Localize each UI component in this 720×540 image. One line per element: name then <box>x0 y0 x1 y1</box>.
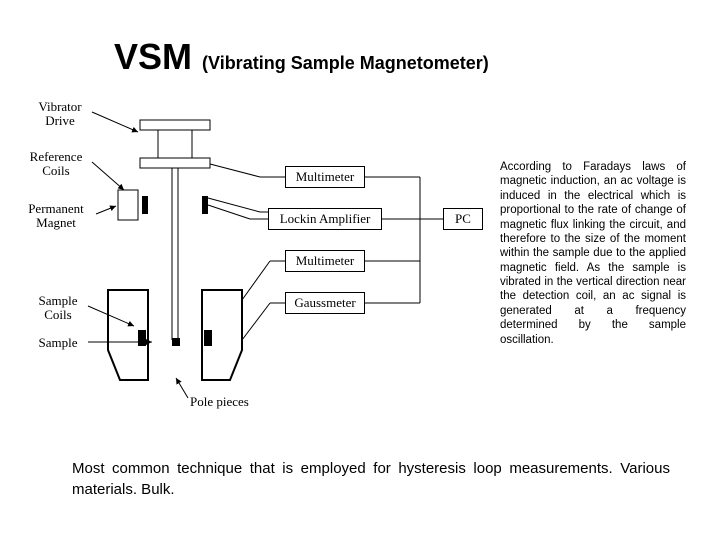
summary-text: Most common technique that is employed f… <box>72 458 670 500</box>
schematic-svg <box>0 90 500 430</box>
page-title: VSM (Vibrating Sample Magnetometer) <box>114 36 489 78</box>
title-expansion: (Vibrating Sample Magnetometer) <box>202 53 489 74</box>
vsm-schematic: Vibrator Drive Reference Coils Permanent… <box>0 90 720 430</box>
title-abbrev: VSM <box>114 36 192 78</box>
description-paragraph: According to Faradays laws of magnetic i… <box>500 160 686 347</box>
